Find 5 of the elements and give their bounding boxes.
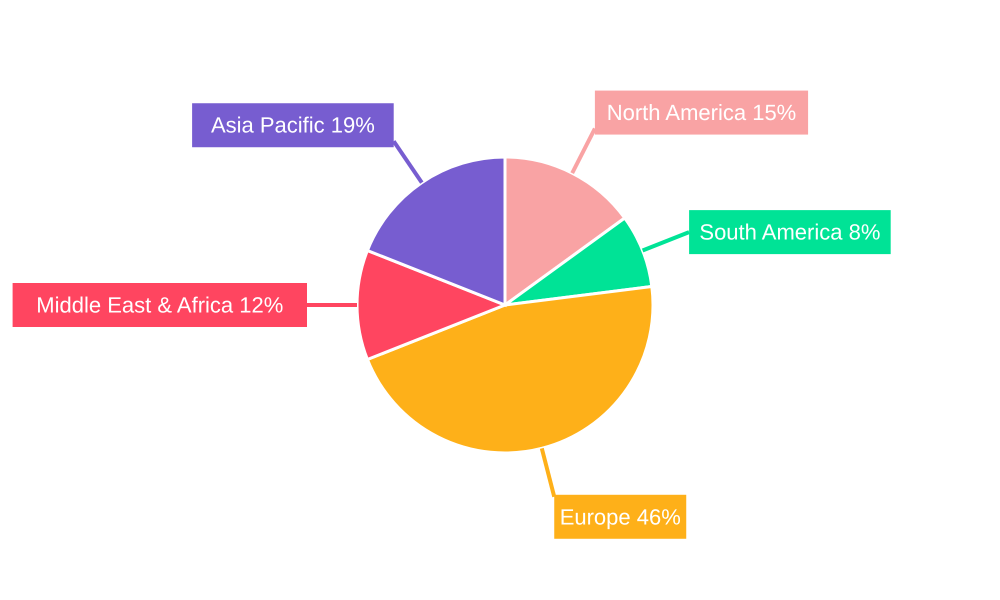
- slice-label: Europe 46%: [560, 504, 681, 530]
- slice-label: Middle East & Africa 12%: [36, 292, 284, 318]
- slice-label: Asia Pacific 19%: [210, 112, 375, 138]
- slice-label: South America 8%: [699, 220, 880, 245]
- slice-label: North America 15%: [606, 100, 796, 126]
